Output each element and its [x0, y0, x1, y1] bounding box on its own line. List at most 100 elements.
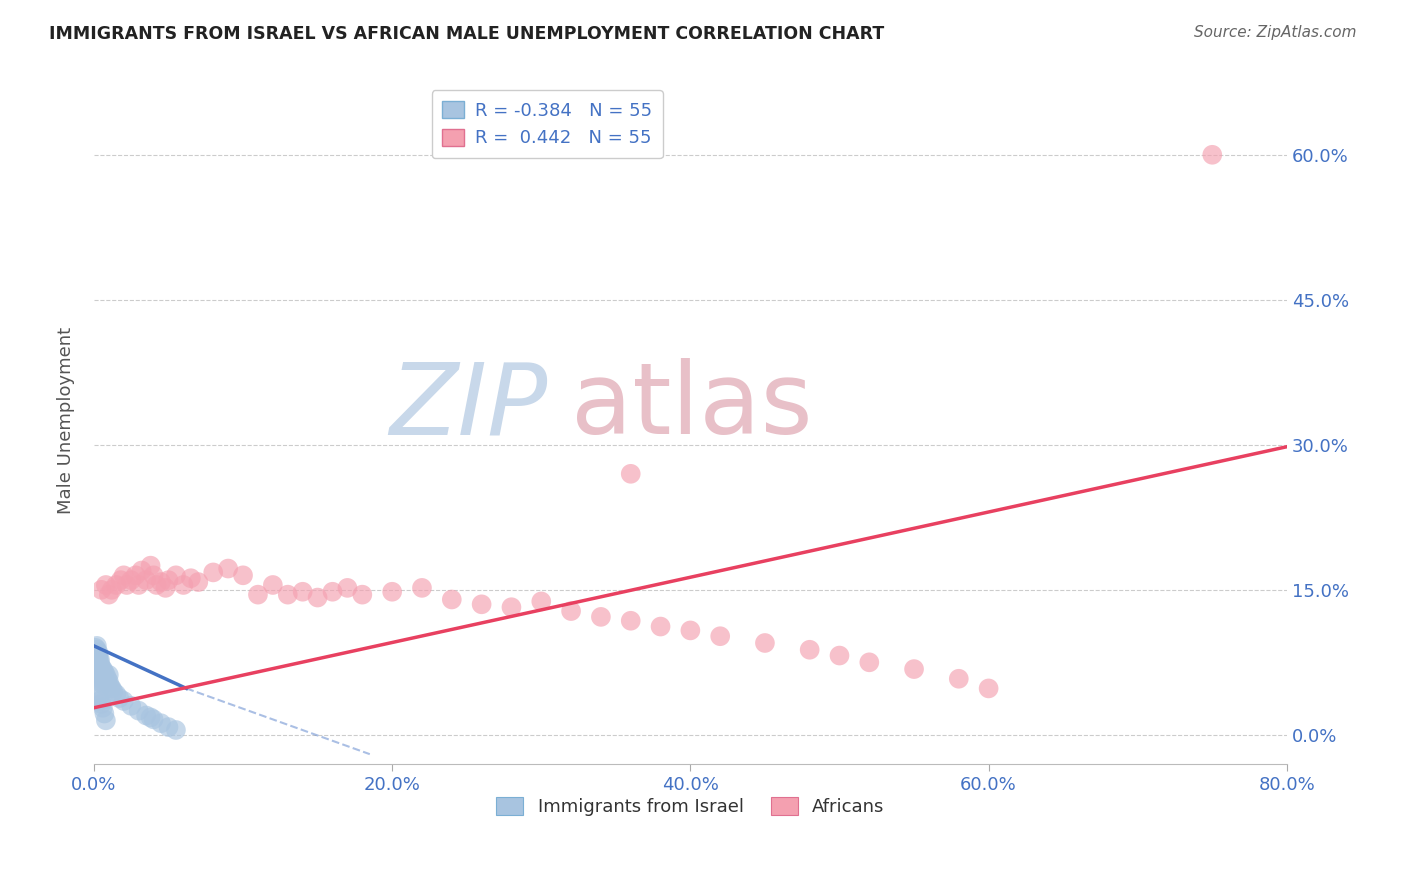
- Point: [530, 594, 553, 608]
- Point: [86, 642, 108, 657]
- Text: IMMIGRANTS FROM ISRAEL VS AFRICAN MALE UNEMPLOYMENT CORRELATION CHART: IMMIGRANTS FROM ISRAEL VS AFRICAN MALE U…: [49, 25, 884, 43]
- Point: [89, 652, 111, 666]
- Point: [90, 667, 112, 681]
- Point: [110, 573, 132, 587]
- Point: [89, 694, 111, 708]
- Point: [620, 467, 643, 481]
- Point: [101, 681, 124, 696]
- Point: [131, 564, 153, 578]
- Point: [157, 720, 180, 734]
- Point: [94, 714, 117, 728]
- Point: [96, 672, 118, 686]
- Point: [86, 646, 108, 660]
- Point: [115, 578, 138, 592]
- Point: [89, 656, 111, 670]
- Point: [84, 640, 107, 655]
- Point: [471, 597, 494, 611]
- Point: [977, 681, 1000, 696]
- Point: [97, 588, 120, 602]
- Point: [217, 561, 239, 575]
- Point: [91, 662, 114, 676]
- Point: [91, 670, 114, 684]
- Point: [91, 677, 114, 691]
- Point: [94, 674, 117, 689]
- Point: [86, 665, 108, 679]
- Point: [105, 687, 128, 701]
- Point: [89, 658, 111, 673]
- Point: [93, 706, 115, 721]
- Point: [139, 710, 162, 724]
- Point: [352, 588, 374, 602]
- Legend: Immigrants from Israel, Africans: Immigrants from Israel, Africans: [489, 789, 891, 823]
- Point: [90, 660, 112, 674]
- Point: [799, 642, 821, 657]
- Point: [135, 708, 157, 723]
- Point: [105, 578, 128, 592]
- Point: [84, 660, 107, 674]
- Point: [754, 636, 776, 650]
- Point: [155, 581, 177, 595]
- Point: [125, 568, 148, 582]
- Point: [94, 668, 117, 682]
- Y-axis label: Male Unemployment: Male Unemployment: [58, 327, 75, 514]
- Point: [277, 588, 299, 602]
- Point: [103, 684, 125, 698]
- Point: [232, 568, 254, 582]
- Point: [139, 558, 162, 573]
- Point: [262, 578, 284, 592]
- Point: [89, 665, 111, 679]
- Point: [307, 591, 329, 605]
- Point: [90, 582, 112, 597]
- Point: [620, 614, 643, 628]
- Point: [411, 581, 433, 595]
- Point: [86, 658, 108, 673]
- Point: [91, 700, 114, 714]
- Point: [87, 648, 110, 663]
- Point: [150, 716, 173, 731]
- Point: [291, 584, 314, 599]
- Point: [858, 656, 880, 670]
- Point: [84, 656, 107, 670]
- Point: [87, 646, 110, 660]
- Point: [142, 568, 165, 582]
- Point: [165, 723, 187, 737]
- Point: [381, 584, 404, 599]
- Point: [112, 568, 135, 582]
- Point: [187, 575, 209, 590]
- Point: [128, 578, 150, 592]
- Point: [89, 672, 111, 686]
- Point: [98, 680, 121, 694]
- Point: [87, 691, 110, 706]
- Point: [87, 662, 110, 676]
- Point: [321, 584, 343, 599]
- Point: [108, 691, 131, 706]
- Point: [120, 573, 142, 587]
- Point: [501, 600, 523, 615]
- Point: [87, 650, 110, 665]
- Point: [94, 578, 117, 592]
- Point: [90, 697, 112, 711]
- Point: [90, 674, 112, 689]
- Point: [180, 571, 202, 585]
- Point: [86, 689, 108, 703]
- Point: [135, 573, 157, 587]
- Point: [903, 662, 925, 676]
- Point: [84, 650, 107, 665]
- Point: [142, 712, 165, 726]
- Point: [1201, 148, 1223, 162]
- Point: [828, 648, 851, 663]
- Point: [145, 578, 167, 592]
- Point: [112, 694, 135, 708]
- Point: [157, 573, 180, 587]
- Point: [86, 652, 108, 666]
- Point: [172, 578, 194, 592]
- Point: [440, 592, 463, 607]
- Point: [650, 619, 672, 633]
- Point: [120, 698, 142, 713]
- Point: [93, 665, 115, 679]
- Point: [97, 674, 120, 689]
- Text: atlas: atlas: [571, 359, 813, 456]
- Point: [560, 604, 582, 618]
- Point: [93, 672, 115, 686]
- Text: Source: ZipAtlas.com: Source: ZipAtlas.com: [1194, 25, 1357, 40]
